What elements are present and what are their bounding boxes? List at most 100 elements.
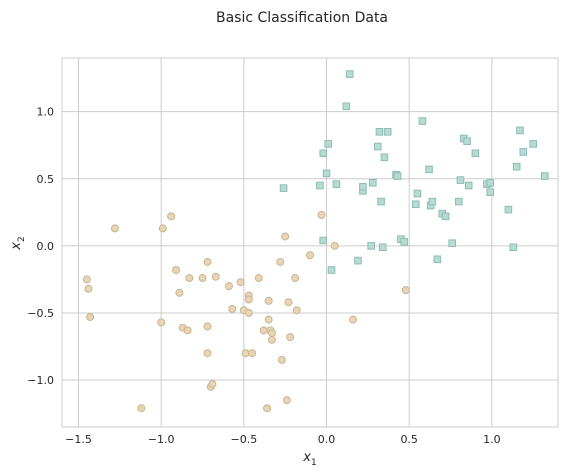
data-point-circle [263, 404, 272, 413]
data-point-square [375, 128, 384, 136]
data-point-square [279, 184, 288, 192]
chart-title: Basic Classification Data [216, 10, 388, 26]
data-point-square [433, 255, 442, 264]
data-point-circle [211, 272, 220, 281]
data-point-square [425, 165, 433, 174]
data-point-circle [185, 274, 194, 283]
data-point-circle [82, 275, 91, 284]
data-point-square [373, 142, 382, 151]
data-point-square [456, 176, 465, 184]
data-point-circle [228, 304, 237, 313]
data-point-square [380, 153, 389, 162]
data-point-square [400, 238, 409, 246]
data-point-circle [348, 315, 357, 324]
data-point-circle [401, 286, 410, 295]
data-point-square [383, 128, 392, 136]
data-point-square [413, 189, 422, 198]
data-point-square [464, 181, 473, 190]
data-point-circle [306, 251, 314, 260]
y-axis-label-sub: 2 [17, 236, 27, 242]
data-point-square [332, 180, 341, 188]
data-point-circle [291, 274, 300, 283]
x-axis-label-sub: 1 [311, 458, 317, 468]
data-point-circle [203, 349, 212, 358]
data-point-circle [175, 288, 184, 297]
y-axis-label: x2 [9, 236, 27, 250]
data-point-circle [224, 282, 233, 291]
data-point-square [512, 162, 521, 171]
data-point-square [327, 266, 336, 274]
x-axis-label: x1 [302, 450, 316, 468]
data-point-circle [84, 284, 93, 293]
data-point-circle [281, 232, 290, 241]
data-point-circle [137, 404, 146, 413]
data-point-square [319, 236, 328, 245]
x-tick-label: −0.5 [231, 433, 258, 446]
data-point-square [471, 149, 480, 158]
data-point-square [516, 126, 524, 135]
data-point-square [393, 172, 402, 180]
data-point-square [540, 172, 549, 180]
data-point-circle [110, 224, 119, 233]
data-point-square [463, 137, 471, 145]
data-point-square [342, 102, 351, 111]
data-point-circle [248, 349, 257, 358]
data-point-circle [267, 329, 276, 338]
data-point-square [319, 149, 328, 158]
data-point-circle [203, 257, 212, 266]
data-point-circle [292, 306, 301, 315]
data-point-square [486, 188, 495, 196]
data-point-circle [317, 210, 326, 219]
data-point-circle [264, 296, 273, 305]
data-point-square [378, 243, 387, 251]
y-tick-label: 0.0 [37, 240, 55, 253]
data-point-circle [198, 274, 207, 283]
x-tick-label: −1.0 [148, 433, 175, 446]
points-layer [82, 70, 549, 413]
data-point-square [455, 197, 463, 206]
data-point-square [345, 70, 354, 78]
data-point-square [529, 140, 538, 148]
data-point-square [322, 169, 331, 178]
data-point-square [428, 197, 437, 206]
data-point-circle [158, 224, 167, 233]
data-point-circle [86, 312, 95, 321]
data-point-circle [236, 278, 245, 287]
data-point-square [316, 181, 324, 190]
data-point-square [448, 239, 456, 247]
data-point-square [418, 117, 427, 125]
data-point-circle [330, 241, 339, 250]
data-point-circle [208, 380, 217, 389]
data-point-square [441, 212, 450, 221]
data-point-square [504, 205, 513, 214]
data-point-circle [267, 335, 276, 344]
grid-layer [62, 58, 558, 427]
data-point-square [359, 183, 367, 191]
data-point-circle [264, 315, 273, 324]
data-point-circle [167, 212, 176, 221]
data-point-circle [277, 355, 286, 364]
data-point-circle [183, 326, 192, 335]
data-point-square [377, 197, 385, 206]
x-tick-label: −1.5 [65, 433, 92, 446]
data-point-square [412, 200, 420, 209]
y-tick-label: 1.0 [37, 106, 55, 119]
data-point-circle [276, 257, 285, 266]
x-axis-label-base: x [302, 450, 311, 465]
data-point-square [367, 242, 375, 250]
ticks-layer: −1.5 −1.0 −0.5 0.0 0.5 1.0 −1.0 −0.5 0.0 0.5 1.0 [27, 106, 500, 446]
data-point-circle [244, 295, 253, 304]
x-tick-label: 1.0 [483, 433, 501, 446]
x-tick-label: 0.0 [318, 433, 336, 446]
data-point-circle [203, 322, 212, 331]
data-point-circle [259, 326, 268, 335]
y-tick-label: −0.5 [27, 307, 54, 320]
y-tick-label: 0.5 [37, 173, 55, 186]
x-tick-label: 0.5 [400, 433, 418, 446]
data-point-circle [241, 349, 250, 358]
y-tick-label: −1.0 [27, 374, 54, 387]
data-point-square [369, 178, 377, 187]
data-point-square [486, 178, 495, 187]
